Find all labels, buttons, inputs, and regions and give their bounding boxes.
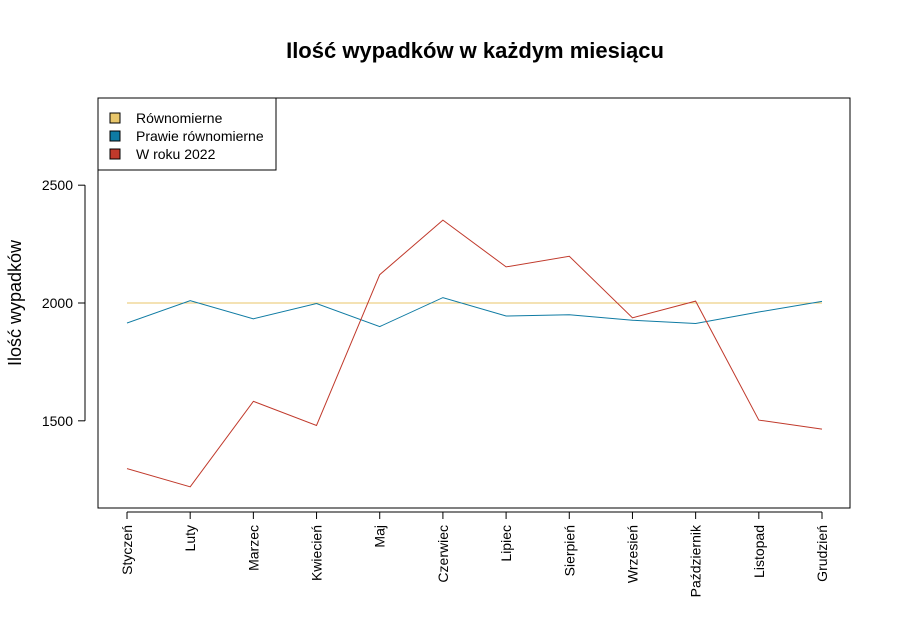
x-tick-label: Listopad bbox=[751, 525, 767, 578]
x-tick-label: Czerwiec bbox=[435, 525, 451, 583]
y-tick-label: 2500 bbox=[42, 177, 73, 193]
x-tick-label: Maj bbox=[372, 525, 388, 548]
x-tick-label: Styczeń bbox=[119, 525, 135, 575]
x-axis: Styczeń Luty Marzec Kwiecień Maj Czerwiec Lipi… bbox=[119, 511, 830, 597]
legend-label: W roku 2022 bbox=[136, 146, 216, 162]
y-tick-label: 1500 bbox=[42, 413, 73, 429]
plot-area-frame bbox=[97, 97, 851, 509]
legend-box bbox=[97, 97, 277, 171]
x-tick-label: Luty bbox=[182, 525, 198, 551]
series-layer bbox=[126, 219, 823, 488]
x-tick-label: Październik bbox=[688, 524, 704, 597]
x-tick-label: Wrzesień bbox=[624, 525, 640, 583]
x-tick-label: Sierpień bbox=[561, 525, 577, 576]
legend-swatch bbox=[109, 112, 121, 124]
y-axis: 1500 2000 2500 bbox=[42, 177, 86, 429]
chart-title: Ilość wypadków w każdym miesiącu bbox=[286, 38, 664, 63]
series-line-2 bbox=[126, 219, 823, 488]
y-axis-label: Ilość wypadków bbox=[5, 239, 25, 366]
legend-swatch bbox=[109, 148, 121, 160]
series-line-1 bbox=[126, 297, 823, 328]
x-tick-label: Kwiecień bbox=[309, 525, 325, 581]
x-tick-label: Lipiec bbox=[498, 525, 514, 562]
legend-swatch bbox=[109, 130, 121, 142]
legend-label: Prawie równomierne bbox=[136, 128, 264, 144]
x-tick-label: Marzec bbox=[245, 525, 261, 571]
y-tick-label: 2000 bbox=[42, 295, 73, 311]
legend-label: Równomierne bbox=[136, 110, 223, 126]
x-tick-label: Grudzień bbox=[814, 525, 830, 582]
legend: Równomierne Prawie równomierne W roku 2022 bbox=[97, 97, 277, 171]
